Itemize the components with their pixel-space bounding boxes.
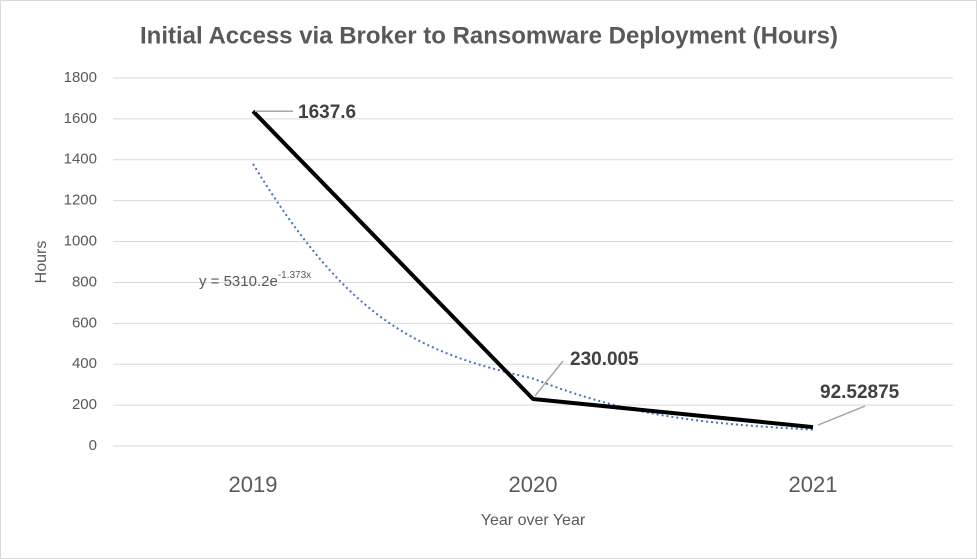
equation-exponent: -1.373x bbox=[278, 270, 311, 281]
y-tick-label: 200 bbox=[72, 396, 97, 413]
x-tick-label: 2019 bbox=[229, 472, 278, 497]
y-tick-label: 1200 bbox=[64, 192, 97, 209]
x-tick-label: 2021 bbox=[789, 472, 838, 497]
y-tick-label: 800 bbox=[72, 273, 97, 290]
x-axis-label: Year over Year bbox=[481, 512, 586, 529]
data-label: 92.52875 bbox=[820, 382, 900, 403]
y-tick-label: 0 bbox=[89, 437, 97, 454]
data-label: 1637.6 bbox=[298, 102, 356, 123]
y-tick-label: 1000 bbox=[64, 233, 97, 250]
equation-base: y = 5310.2e bbox=[199, 273, 278, 290]
y-tick-label: 1400 bbox=[64, 151, 97, 168]
y-tick-label: 600 bbox=[72, 314, 97, 331]
leader-line bbox=[817, 405, 866, 426]
y-axis-label: Hours bbox=[33, 241, 50, 284]
trendline bbox=[252, 163, 814, 431]
series-line bbox=[251, 109, 814, 430]
data-label: 230.005 bbox=[570, 349, 639, 370]
leader-line bbox=[534, 360, 564, 397]
y-tick-label: 1600 bbox=[64, 110, 97, 127]
x-tick-label: 2020 bbox=[509, 472, 558, 497]
chart-title: Initial Access via Broker to Ransomware … bbox=[140, 22, 838, 49]
y-tick-label: 400 bbox=[72, 355, 97, 372]
y-tick-label: 1800 bbox=[64, 69, 97, 86]
trendline-equation: y = 5310.2e-1.373x bbox=[199, 270, 311, 290]
